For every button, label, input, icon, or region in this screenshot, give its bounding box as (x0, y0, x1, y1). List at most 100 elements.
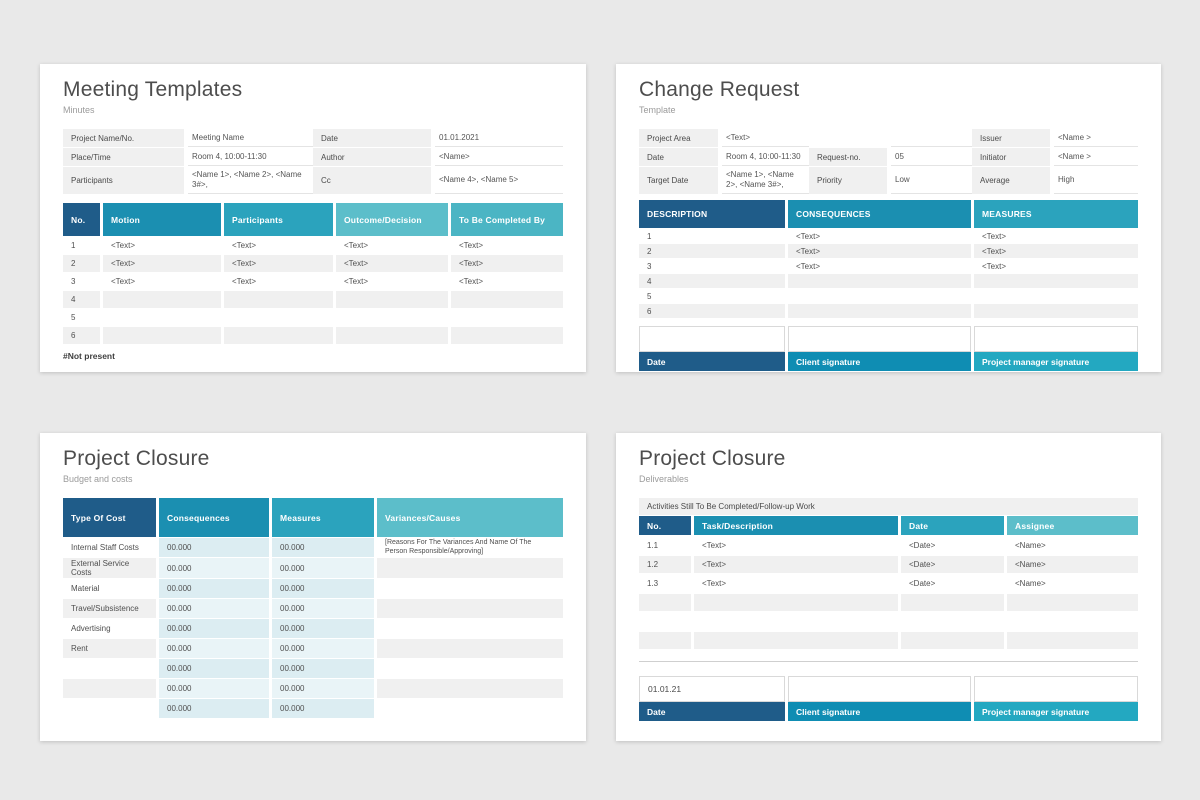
table-cell: 00.000 (159, 699, 269, 718)
table-cell (103, 309, 221, 326)
table-cell (377, 679, 563, 698)
table-cell (63, 699, 156, 718)
table-cell: 00.000 (159, 579, 269, 598)
info-label: Request-no. (809, 148, 891, 166)
table-cell: <Text> (111, 241, 136, 250)
table-cell: 6 (639, 304, 785, 318)
table-cell (694, 632, 898, 649)
info-value (891, 129, 972, 147)
info-label: Cc (313, 167, 435, 194)
table-cell (974, 289, 1138, 303)
signature-box: 01.01.21 (639, 676, 785, 702)
table-cell (103, 291, 221, 308)
table-cell: <Date> (909, 541, 936, 550)
slide-subtitle: Minutes (63, 105, 95, 115)
table-cell: 1 (647, 231, 652, 241)
signature-footer-label: Client signature (788, 702, 971, 721)
column-header: No. (63, 203, 100, 236)
info-label: Place/Time (63, 148, 188, 166)
table-cell (377, 659, 563, 678)
table-cell (901, 632, 1004, 649)
table-cell (901, 594, 1004, 611)
table-cell (377, 619, 563, 638)
table-cell: 00.000 (159, 639, 269, 658)
column-header: Assignee (1007, 516, 1138, 535)
table-cell: <Text> (974, 244, 1138, 258)
table-cell (63, 659, 156, 678)
table-cell (788, 289, 971, 303)
column-header: DESCRIPTION (639, 200, 785, 228)
info-value: Low (891, 167, 972, 194)
table-cell: 00.000 (159, 659, 269, 678)
table-cell: <Text> (344, 241, 369, 250)
table-cell: 00.000 (159, 619, 269, 638)
table-cell (639, 613, 691, 630)
signature-box (974, 326, 1138, 352)
table-cell: <Text> (788, 244, 971, 258)
slide-subtitle: Deliverables (639, 474, 689, 484)
table-cell: Advertising (71, 624, 111, 633)
signature-box (788, 326, 971, 352)
table-cell: 00.000 (272, 558, 374, 578)
table-cell (788, 304, 971, 318)
meeting-info-grid: Project Name/No. Meeting Name Date 01.01.20… (63, 129, 563, 194)
table-cell (336, 291, 448, 308)
table-cell (639, 594, 691, 611)
table-cell: 3 (647, 261, 652, 271)
slide-title: Change Request (639, 78, 800, 101)
table-cell (694, 613, 898, 630)
info-label: Participants (63, 167, 188, 194)
table-cell: <Text> (796, 261, 821, 271)
table-cell (377, 699, 563, 718)
table-cell: Rent (63, 639, 156, 658)
table-cell: 2 (639, 244, 785, 258)
column-header: CONSEQUENCES (788, 200, 971, 228)
info-value: <Text> (722, 129, 809, 147)
activities-section-header: Activities Still To Be Completed/Follow-… (639, 498, 1138, 515)
table-cell: External Service Costs (63, 558, 156, 578)
table-cell: <Name> (1007, 556, 1138, 573)
info-value: <Name 4>, <Name 5> (435, 167, 563, 194)
column-header: Date (901, 516, 1004, 535)
table-cell: 00.000 (159, 558, 269, 578)
table-cell: [Reasons For The Variances And Name Of T… (385, 539, 532, 555)
column-header: Participants (224, 203, 333, 236)
table-cell (224, 291, 333, 308)
table-cell (63, 679, 156, 698)
signature-footer-label: Project manager signature (974, 352, 1138, 371)
info-label: Priority (809, 167, 891, 194)
signature-box (974, 676, 1138, 702)
deliverables-tasks-table: No. Task/Description Date Assignee 1.1 <Text>… (639, 516, 1138, 649)
column-header: No. (639, 516, 691, 535)
table-cell (1007, 613, 1138, 630)
table-cell: <Date> (901, 556, 1004, 573)
signature-box (639, 326, 785, 352)
table-cell: 00.000 (272, 679, 374, 698)
info-value: <Name> (435, 148, 563, 166)
info-label: Target Date (639, 167, 722, 194)
section-divider (639, 661, 1138, 662)
table-cell: <Text> (796, 231, 821, 241)
table-cell: <Name> (1015, 579, 1046, 588)
signature-footer-label: Date (639, 352, 785, 371)
table-cell: <Text> (459, 277, 484, 286)
table-cell: 00.000 (272, 699, 374, 718)
table-cell: <Text> (694, 556, 898, 573)
table-cell (788, 274, 971, 288)
not-present-footnote: #Not present (63, 351, 115, 361)
info-value: <Name 1>, <Name 2>, <Name 3#>, (188, 167, 313, 194)
signature-footer-label: Date (639, 702, 785, 721)
table-cell: <Text> (103, 255, 221, 272)
info-label: Date (313, 129, 435, 147)
budget-costs-table: Type Of Cost Consequences Measures Variance… (63, 498, 563, 718)
table-cell (336, 309, 448, 326)
info-value: 05 (891, 148, 972, 166)
column-header: Motion (103, 203, 221, 236)
slide-title: Project Closure (639, 447, 786, 470)
deliverables-signature-block: 01.01.21 Date Client signature Project mana… (639, 676, 1138, 721)
table-cell (377, 599, 563, 618)
info-value: <Name > (1054, 129, 1138, 147)
table-cell: <Text> (459, 241, 484, 250)
table-cell: 00.000 (272, 599, 374, 618)
table-cell (901, 613, 1004, 630)
